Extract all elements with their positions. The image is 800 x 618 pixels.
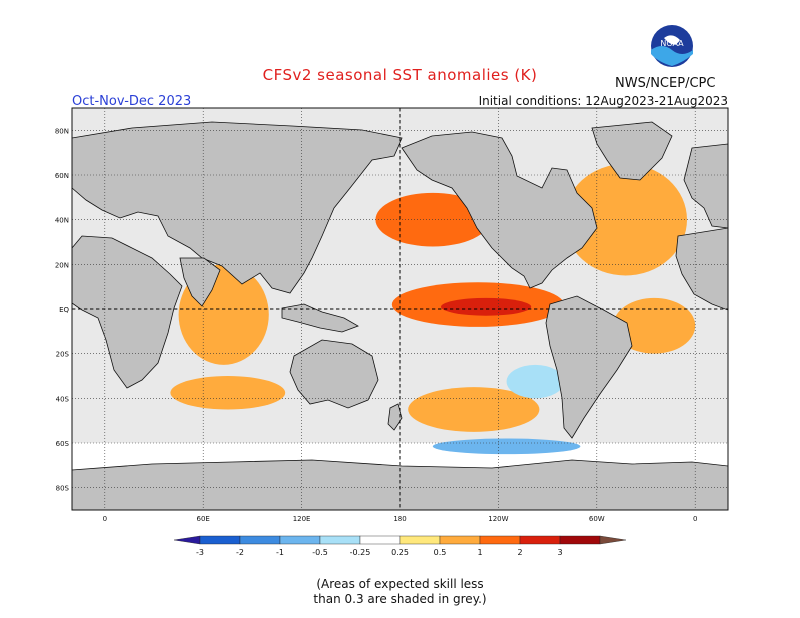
lon-tick-label: 60E bbox=[197, 515, 210, 523]
colorbar-cell bbox=[199, 535, 241, 545]
lat-tick-label: 60S bbox=[56, 440, 70, 448]
colorbar-cell bbox=[559, 535, 601, 545]
colorbar-label: -0.25 bbox=[350, 548, 371, 557]
lat-tick-label: 20S bbox=[56, 351, 70, 359]
map-axes: 80N 60N 40N 20N EQ 20S 40S 60S 80S 0 60E 120E 180 120… bbox=[55, 127, 698, 523]
land-africa bbox=[72, 235, 183, 389]
colorbar-label: 0.5 bbox=[434, 548, 447, 557]
anomaly-region bbox=[564, 163, 687, 276]
colorbar-label: 3 bbox=[557, 548, 562, 557]
land-antarctica bbox=[72, 459, 728, 510]
anomaly-region bbox=[432, 438, 581, 455]
colorbar-label: -2 bbox=[236, 548, 244, 557]
colorbar-cell bbox=[479, 535, 521, 545]
lon-tick-label: 120W bbox=[488, 515, 508, 523]
colorbar-label: 2 bbox=[517, 548, 522, 557]
land-australia bbox=[289, 339, 379, 409]
agency-label: NWS/NCEP/CPC bbox=[615, 76, 716, 91]
anomaly-region bbox=[400, 208, 474, 231]
sst-anomaly-map: 80N 60N 40N 20N EQ 20S 40S 60S 80S 0 60E 120E 180 120… bbox=[55, 107, 729, 523]
land-new-zealand bbox=[387, 403, 403, 431]
colorbar-label: -1 bbox=[276, 548, 284, 557]
skill-note-line1: (Areas of expected skill less bbox=[316, 577, 484, 591]
land-eurasia bbox=[72, 121, 403, 294]
colorbar-label: -3 bbox=[196, 548, 204, 557]
land-south-america bbox=[545, 295, 633, 439]
noaa-logo: NOAA bbox=[650, 24, 694, 68]
map-frame bbox=[71, 107, 729, 511]
lat-tick-label: 80N bbox=[55, 127, 69, 135]
land-africa-west bbox=[675, 227, 728, 311]
colorbar: -3 -2 -1 -0.5 -0.25 0.25 0.5 1 2 3 bbox=[173, 535, 627, 557]
land-north-america bbox=[401, 131, 598, 289]
colorbar-cell bbox=[399, 535, 441, 545]
land-masses bbox=[72, 121, 728, 510]
lon-tick-label: 0 bbox=[103, 515, 107, 523]
lon-tick-label: 120E bbox=[293, 515, 311, 523]
colorbar-cell bbox=[319, 535, 361, 545]
skill-note-line2: than 0.3 are shaded in grey.) bbox=[313, 592, 487, 606]
anomaly-region bbox=[441, 297, 532, 316]
colorbar-label: 0.25 bbox=[391, 548, 409, 557]
graticule bbox=[72, 108, 728, 510]
anomaly-region bbox=[506, 364, 564, 399]
colorbar-label: -0.5 bbox=[312, 548, 328, 557]
land-greenland bbox=[591, 121, 673, 181]
colorbar-cell bbox=[439, 535, 481, 545]
land-india bbox=[179, 257, 221, 307]
land-maritime-continent bbox=[281, 303, 359, 333]
colorbar-cell bbox=[599, 535, 627, 545]
lat-tick-label: 40N bbox=[55, 217, 69, 225]
initial-conditions-label: Initial conditions: 12Aug2023-21Aug2023 bbox=[478, 94, 728, 108]
anomaly-region bbox=[170, 376, 286, 410]
colorbar-label: 1 bbox=[477, 548, 482, 557]
lon-tick-label: 0 bbox=[693, 515, 697, 523]
lat-tick-label: EQ bbox=[59, 306, 69, 314]
colorbar-cell bbox=[519, 535, 561, 545]
lat-tick-label: 40S bbox=[56, 395, 70, 403]
season-label: Oct-Nov-Dec 2023 bbox=[72, 94, 192, 109]
logo-text: NOAA bbox=[660, 39, 684, 48]
lon-tick-label: 60W bbox=[589, 515, 605, 523]
chart-title: CFSv2 seasonal SST anomalies (K) bbox=[262, 66, 538, 84]
lon-tick-label: 180 bbox=[393, 515, 406, 523]
lat-tick-label: 80S bbox=[56, 485, 70, 493]
colorbar-cell bbox=[239, 535, 281, 545]
colorbar-cell bbox=[359, 535, 401, 545]
lat-tick-label: 60N bbox=[55, 172, 69, 180]
anomaly-region bbox=[613, 297, 696, 354]
colorbar-cell bbox=[173, 535, 201, 545]
lat-tick-label: 20N bbox=[55, 261, 69, 269]
colorbar-cell bbox=[279, 535, 321, 545]
